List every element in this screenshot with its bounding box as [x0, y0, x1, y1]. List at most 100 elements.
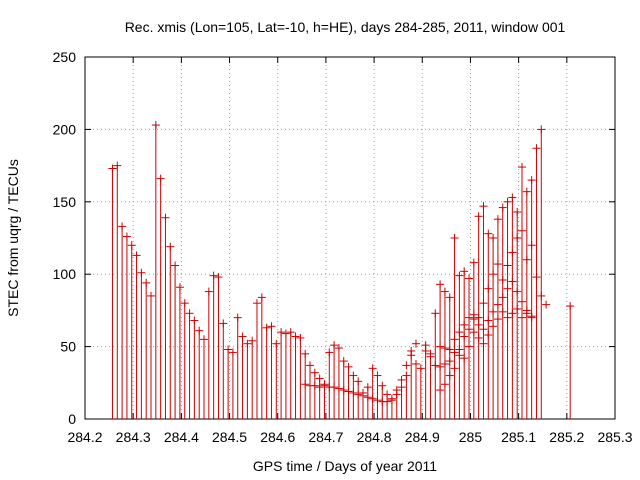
data-point-overlap	[363, 393, 372, 402]
data-point	[118, 222, 127, 419]
data-point	[281, 329, 290, 419]
data-point	[137, 268, 146, 419]
data-point-overlap	[479, 299, 488, 308]
data-point	[363, 383, 372, 419]
data-point-overlap	[373, 396, 382, 405]
data-point-overlap	[503, 261, 512, 270]
data-point	[277, 328, 286, 419]
data-point-overlap	[301, 380, 310, 389]
data-point-overlap	[455, 345, 464, 354]
data-point-overlap	[527, 312, 536, 321]
data-point-overlap	[518, 313, 527, 322]
data-point-overlap	[445, 345, 454, 354]
x-tick-label: 284.9	[405, 429, 440, 445]
data-point-overlap	[392, 386, 401, 395]
x-tick-label: 285.2	[549, 429, 584, 445]
data-point	[248, 336, 257, 419]
data-point	[349, 371, 358, 419]
data-point	[122, 232, 131, 419]
data-point	[267, 322, 276, 419]
data-point	[195, 326, 204, 419]
data-point-overlap	[484, 331, 493, 340]
data-point	[127, 241, 136, 419]
y-tick-label: 150	[53, 194, 77, 210]
data-point-overlap	[450, 364, 459, 373]
data-point	[233, 313, 242, 419]
data-point	[175, 283, 184, 419]
data-point	[503, 197, 512, 419]
data-point-overlap	[436, 342, 445, 351]
data-point-overlap	[513, 304, 522, 313]
data-point	[397, 383, 406, 419]
x-tick-labels: 284.2 284.3 284.4 284.5 284.6 284.7 284.8 284.9…	[67, 429, 632, 445]
chart-title: Rec. xmis (Lon=105, Lat=-10, h=HE), days…	[125, 19, 566, 35]
data-point-overlap	[436, 386, 445, 395]
data-point-overlap	[436, 362, 445, 371]
data-point-overlap	[460, 320, 469, 329]
data-point	[296, 333, 305, 419]
data-point-overlap	[518, 297, 527, 306]
data-point	[180, 299, 189, 419]
data-point	[200, 335, 209, 419]
data-point	[392, 390, 401, 419]
data-point	[368, 364, 377, 419]
data-point	[142, 278, 151, 419]
data-point-overlap	[484, 284, 493, 293]
data-point-overlap	[493, 260, 502, 269]
data-point	[243, 339, 252, 419]
data-point-overlap	[445, 371, 454, 380]
data-point-overlap	[503, 284, 512, 293]
data-point-overlap	[508, 309, 517, 318]
data-point-overlap	[368, 394, 377, 403]
data-point-overlap	[493, 315, 502, 324]
data-point-overlap	[354, 390, 363, 399]
data-point	[253, 299, 262, 419]
data-point	[190, 316, 199, 419]
data-point-overlap	[503, 313, 512, 322]
x-tick-label: 284.5	[212, 429, 247, 445]
data-point	[156, 174, 165, 419]
data-point	[522, 187, 531, 419]
data-point	[440, 287, 449, 419]
data-point-overlap	[431, 361, 440, 370]
y-axis-label: STEC from uqrg / TECUs	[5, 159, 21, 317]
x-tick-label: 284.4	[164, 429, 199, 445]
data-point-overlap	[455, 328, 464, 337]
data-point-overlap	[474, 320, 483, 329]
data-point	[219, 319, 228, 419]
y-tick-label: 0	[68, 411, 76, 427]
data-point-overlap	[522, 255, 531, 264]
data-point	[566, 302, 575, 419]
data-point	[513, 207, 522, 419]
data-marks	[108, 121, 575, 419]
plot-frame	[84, 56, 616, 420]
x-tick-label: 284.3	[116, 429, 151, 445]
data-point-overlap	[426, 352, 435, 361]
data-point-overlap	[489, 322, 498, 331]
data-point	[460, 267, 469, 419]
x-tick-label: 284.6	[260, 429, 295, 445]
x-tick-label: 284.7	[308, 429, 343, 445]
data-point-overlap	[484, 316, 493, 325]
data-point	[445, 293, 454, 419]
data-point-overlap	[440, 359, 449, 368]
data-point-overlap	[349, 388, 358, 397]
data-point	[354, 377, 363, 419]
data-point	[450, 234, 459, 419]
y-tick-labels: 0 50 100 150 200 250	[53, 49, 77, 427]
x-tick-label: 285	[459, 429, 483, 445]
data-point-overlap	[450, 335, 459, 344]
data-point	[151, 121, 160, 419]
data-point	[161, 213, 170, 419]
data-point-overlap	[513, 287, 522, 296]
y-tick-label: 250	[53, 49, 77, 65]
data-point	[527, 176, 536, 419]
data-point-overlap	[397, 375, 406, 384]
y-tick-label: 50	[60, 339, 76, 355]
data-point-overlap	[522, 309, 531, 318]
data-point-overlap	[498, 307, 507, 316]
data-point-overlap	[334, 384, 343, 393]
data-point	[286, 328, 295, 419]
data-point-overlap	[465, 342, 474, 351]
